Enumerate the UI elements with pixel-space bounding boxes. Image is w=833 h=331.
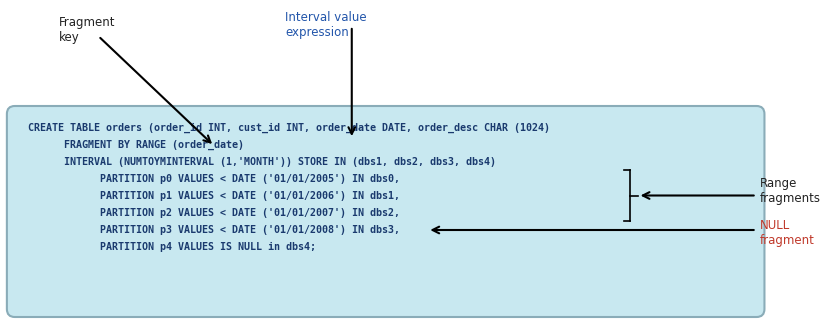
Text: PARTITION p0 VALUES < DATE ('01/01/2005') IN dbs0,: PARTITION p0 VALUES < DATE ('01/01/2005'…: [27, 174, 400, 184]
FancyBboxPatch shape: [7, 106, 765, 317]
Text: CREATE TABLE orders (order_id INT, cust_id INT, order_date DATE, order_desc CHAR: CREATE TABLE orders (order_id INT, cust_…: [27, 123, 550, 133]
Text: PARTITION p3 VALUES < DATE ('01/01/2008') IN dbs3,: PARTITION p3 VALUES < DATE ('01/01/2008'…: [27, 225, 400, 235]
Text: PARTITION p4 VALUES IS NULL in dbs4;: PARTITION p4 VALUES IS NULL in dbs4;: [27, 242, 316, 252]
Text: PARTITION p1 VALUES < DATE ('01/01/2006') IN dbs1,: PARTITION p1 VALUES < DATE ('01/01/2006'…: [27, 191, 400, 201]
Text: NULL
fragment: NULL fragment: [760, 219, 815, 247]
Text: Interval value
expression: Interval value expression: [285, 11, 367, 39]
Text: PARTITION p2 VALUES < DATE ('01/01/2007') IN dbs2,: PARTITION p2 VALUES < DATE ('01/01/2007'…: [27, 208, 400, 218]
Text: FRAGMENT BY RANGE (order_date): FRAGMENT BY RANGE (order_date): [27, 140, 243, 150]
Text: INTERVAL (NUMTOYMINTERVAL (1,'MONTH')) STORE IN (dbs1, dbs2, dbs3, dbs4): INTERVAL (NUMTOYMINTERVAL (1,'MONTH')) S…: [27, 157, 496, 167]
Text: Fragment
key: Fragment key: [59, 16, 116, 44]
Text: Range
fragments: Range fragments: [760, 176, 821, 205]
